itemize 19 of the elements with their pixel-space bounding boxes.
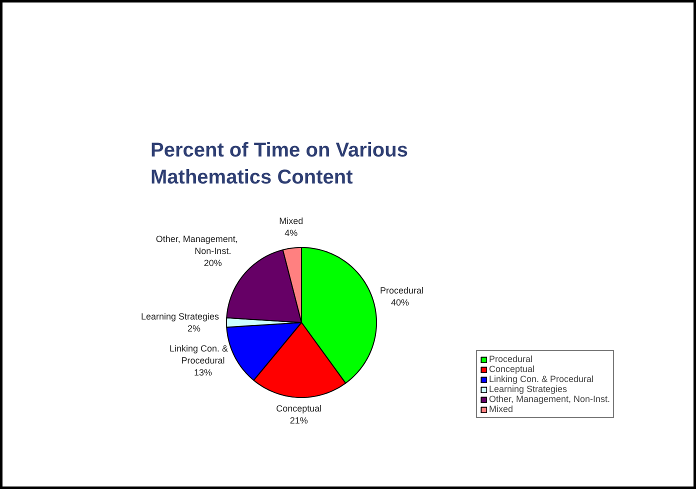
slice-label: Conceptual	[276, 403, 322, 414]
data-label: 4%	[284, 228, 298, 238]
data-label: 13%	[194, 368, 212, 378]
legend-label: Mixed	[489, 404, 514, 414]
slice-label: Mixed	[279, 216, 304, 226]
slice-label: Other, Management, Non-Inst.	[156, 234, 238, 256]
slice-label: Procedural	[380, 286, 424, 296]
legend-label: Other, Management, Non-Inst.	[489, 394, 610, 404]
slice-label: Linking Con. & Procedural	[169, 344, 228, 366]
legend-label: Procedural	[489, 354, 533, 364]
slice-label: Learning Strategies	[140, 312, 220, 322]
data-label: 21%	[290, 415, 308, 426]
legend-label: Linking Con. & Procedural	[489, 374, 594, 384]
chart-title: Percent of Time on Various Mathematics Content	[150, 140, 408, 188]
legend-label: Conceptual	[489, 364, 535, 374]
data-label: 2%	[187, 324, 201, 334]
legend-label: Learning Strategies	[489, 384, 568, 394]
data-label: 20%	[204, 258, 222, 268]
data-label: 40%	[390, 298, 409, 308]
